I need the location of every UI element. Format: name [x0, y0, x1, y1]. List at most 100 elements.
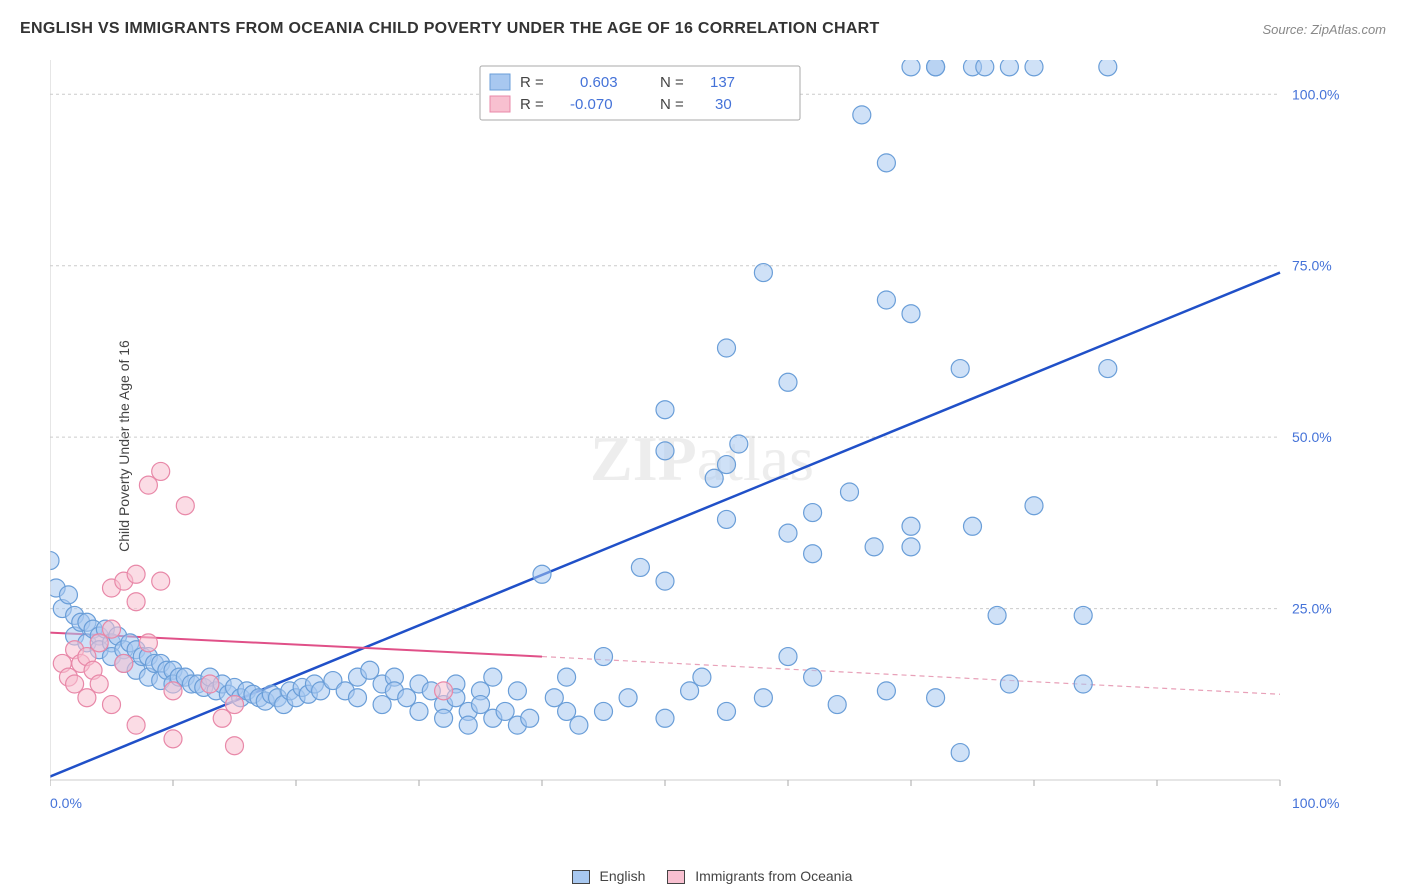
- correlation-chart: ZIPatlas 25.0% 50.0% 75.0% 100.0% 0.0% 100.0%…: [50, 60, 1350, 820]
- n-value-pink: 30: [715, 96, 732, 113]
- scatter-point: [103, 620, 121, 638]
- scatter-point: [103, 696, 121, 714]
- scatter-point: [631, 558, 649, 576]
- svg-text:75.0%: 75.0%: [1292, 258, 1332, 274]
- stats-legend: R = 0.603 N = 137 R = -0.070 N = 30: [480, 66, 800, 120]
- r-label-pink: R =: [520, 96, 544, 113]
- scatter-point: [964, 517, 982, 535]
- scatter-point: [804, 504, 822, 522]
- scatter-point: [754, 264, 772, 282]
- legend-swatch-english: [572, 870, 590, 884]
- scatter-point: [164, 730, 182, 748]
- scatter-point: [988, 606, 1006, 624]
- scatter-point: [656, 442, 674, 460]
- page-title: ENGLISH VS IMMIGRANTS FROM OCEANIA CHILD…: [20, 20, 880, 38]
- scatter-point: [779, 373, 797, 391]
- scatter-point: [459, 716, 477, 734]
- scatter-point: [521, 709, 539, 727]
- scatter-point: [1025, 497, 1043, 515]
- scatter-point: [533, 565, 551, 583]
- scatter-point: [435, 682, 453, 700]
- scatter-point: [902, 60, 920, 76]
- legend-label-english: English: [600, 868, 646, 884]
- scatter-point: [779, 524, 797, 542]
- scatter-point: [201, 675, 219, 693]
- scatter-point: [1074, 675, 1092, 693]
- scatter-point: [718, 510, 736, 528]
- scatter-point: [779, 648, 797, 666]
- scatter-point: [1099, 60, 1117, 76]
- svg-text:100.0%: 100.0%: [1292, 795, 1339, 811]
- scatter-point: [951, 744, 969, 762]
- scatter-point: [1025, 60, 1043, 76]
- scatter-point: [115, 654, 133, 672]
- scatter-point: [877, 291, 895, 309]
- scatter-point: [718, 702, 736, 720]
- scatter-point: [1074, 606, 1092, 624]
- scatter-point: [595, 702, 613, 720]
- scatter-point: [902, 305, 920, 323]
- scatter-point: [902, 538, 920, 556]
- scatter-point: [164, 682, 182, 700]
- scatter-point: [349, 689, 367, 707]
- scatter-point: [718, 339, 736, 357]
- n-value-blue: 137: [710, 74, 735, 91]
- n-label-blue: N =: [660, 74, 684, 91]
- scatter-point: [754, 689, 772, 707]
- scatter-point: [1000, 60, 1018, 76]
- chart-svg: ZIPatlas 25.0% 50.0% 75.0% 100.0% 0.0% 100.0%…: [50, 60, 1350, 820]
- scatter-point: [976, 60, 994, 76]
- n-label-pink: N =: [660, 96, 684, 113]
- scatter-point: [570, 716, 588, 734]
- scatter-point: [558, 668, 576, 686]
- watermark-text: ZIPatlas: [590, 423, 814, 494]
- scatter-point: [877, 154, 895, 172]
- scatter-point: [828, 696, 846, 714]
- scatter-point: [853, 106, 871, 124]
- r-value-pink: -0.070: [570, 96, 613, 113]
- svg-text:25.0%: 25.0%: [1292, 601, 1332, 617]
- r-label-blue: R =: [520, 74, 544, 91]
- scatter-point: [656, 709, 674, 727]
- scatter-point: [435, 709, 453, 727]
- scatter-point: [1099, 360, 1117, 378]
- svg-text:100.0%: 100.0%: [1292, 86, 1339, 102]
- scatter-point: [410, 702, 428, 720]
- scatter-point: [595, 648, 613, 666]
- legend-swatch-oceania: [667, 870, 685, 884]
- scatter-point: [877, 682, 895, 700]
- scatter-point: [841, 483, 859, 501]
- scatter-point: [127, 593, 145, 611]
- scatter-point: [804, 545, 822, 563]
- scatter-point: [127, 565, 145, 583]
- scatter-point: [804, 668, 822, 686]
- scatter-point: [865, 538, 883, 556]
- scatter-point: [902, 517, 920, 535]
- scatter-point: [656, 572, 674, 590]
- scatter-point: [152, 462, 170, 480]
- scatter-point: [484, 668, 502, 686]
- scatter-point: [50, 552, 59, 570]
- scatter-point: [226, 737, 244, 755]
- scatter-point: [90, 675, 108, 693]
- scatter-point: [152, 572, 170, 590]
- scatter-point: [127, 716, 145, 734]
- r-value-blue: 0.603: [580, 74, 618, 91]
- scatter-point: [619, 689, 637, 707]
- scatter-point: [176, 497, 194, 515]
- scatter-point: [693, 668, 711, 686]
- scatter-point: [139, 634, 157, 652]
- scatter-point: [1000, 675, 1018, 693]
- scatter-point: [927, 689, 945, 707]
- scatter-point: [59, 586, 77, 604]
- scatter-point: [951, 360, 969, 378]
- scatter-point: [226, 696, 244, 714]
- scatter-point: [718, 456, 736, 474]
- scatter-point: [656, 401, 674, 419]
- scatter-point: [508, 682, 526, 700]
- svg-text:50.0%: 50.0%: [1292, 429, 1332, 445]
- svg-text:0.0%: 0.0%: [50, 795, 82, 811]
- scatter-point: [730, 435, 748, 453]
- legend-label-oceania: Immigrants from Oceania: [695, 868, 852, 884]
- scatter-point: [927, 60, 945, 76]
